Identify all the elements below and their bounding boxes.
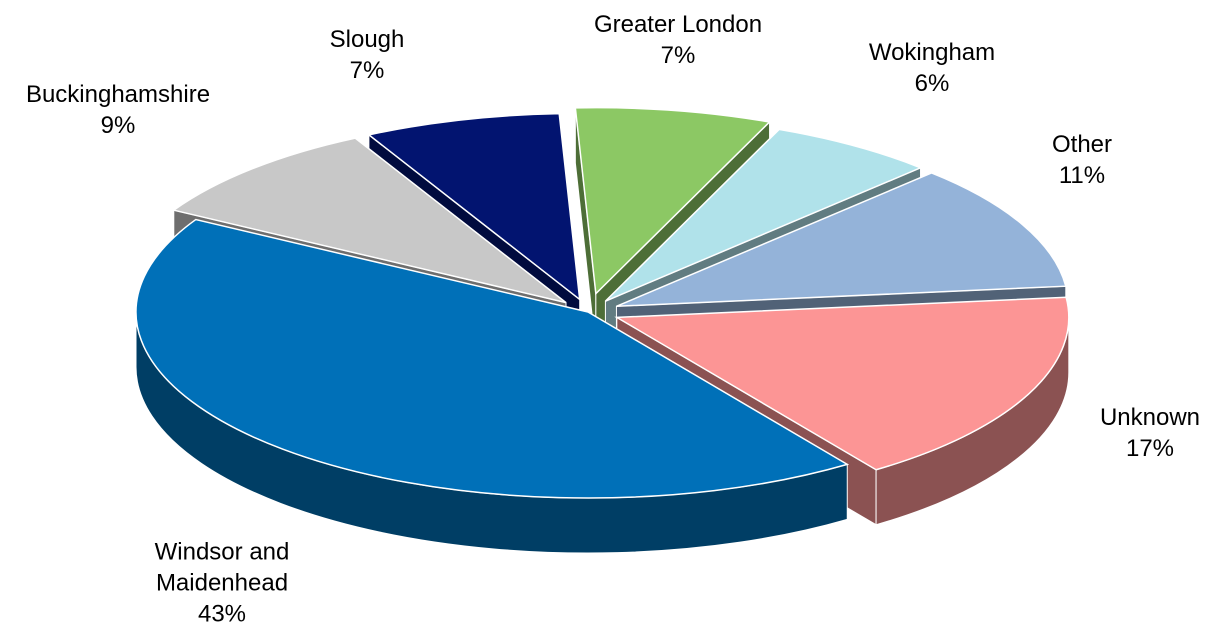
data-label: Wokingham 6% xyxy=(869,37,995,99)
category-label: Buckinghamshire xyxy=(25,81,211,108)
category-label: Unknown xyxy=(1099,404,1201,431)
slice-top xyxy=(574,106,772,296)
value-label: 11% xyxy=(1058,162,1106,189)
data-label: Windsor and Maidenhead 43% xyxy=(137,537,307,630)
slice-top xyxy=(172,137,567,304)
category-label: Slough xyxy=(329,26,405,53)
value-label: 43% xyxy=(197,600,247,628)
slice-top xyxy=(367,112,581,302)
category-label: Other xyxy=(1051,131,1113,158)
category-label: Windsor and Maidenhead xyxy=(154,538,290,597)
category-label: Wokingham xyxy=(868,39,996,66)
data-label: Slough 7% xyxy=(330,24,405,86)
slice-top xyxy=(604,128,923,302)
data-label: Greater London 7% xyxy=(594,9,762,71)
value-label: 6% xyxy=(914,70,950,97)
value-label: 7% xyxy=(349,57,385,84)
slice-top xyxy=(616,172,1067,308)
value-label: 9% xyxy=(100,112,136,139)
value-label: 17% xyxy=(1125,435,1175,462)
value-label: 7% xyxy=(660,42,696,69)
data-label: Buckinghamshire 9% xyxy=(26,79,210,141)
slice-top xyxy=(135,218,850,499)
slice-top xyxy=(614,296,1070,471)
data-label: Unknown 17% xyxy=(1100,402,1200,464)
category-label: Greater London xyxy=(593,11,763,38)
data-label: Other 11% xyxy=(1052,129,1112,191)
slice xyxy=(135,218,850,554)
